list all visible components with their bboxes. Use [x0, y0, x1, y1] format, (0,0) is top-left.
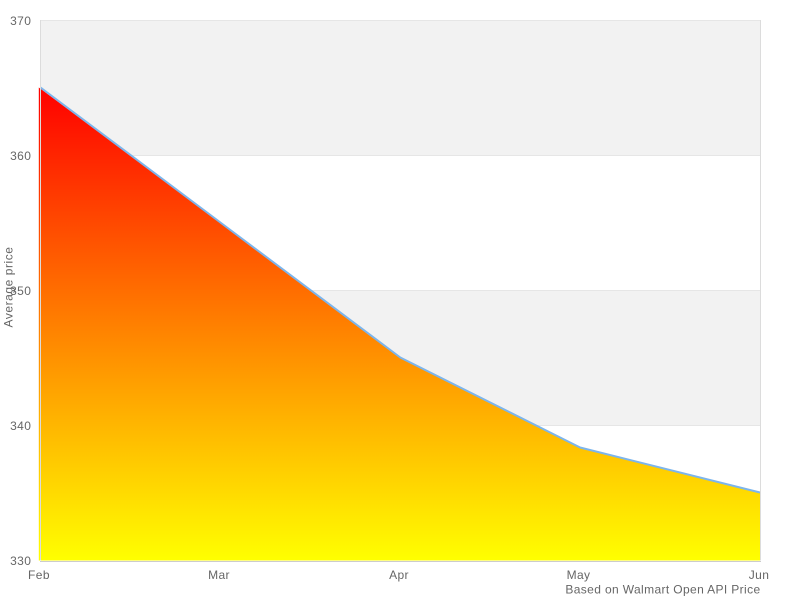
- svg-text:340: 340: [10, 419, 31, 433]
- svg-text:Feb: Feb: [28, 568, 50, 582]
- svg-text:370: 370: [10, 14, 31, 28]
- svg-text:350: 350: [10, 284, 31, 298]
- svg-text:Jun: Jun: [749, 568, 770, 582]
- svg-text:Average price: Average price: [2, 247, 16, 328]
- svg-text:Apr: Apr: [389, 568, 409, 582]
- svg-text:Based on Walmart Open API Pric: Based on Walmart Open API Price: [565, 583, 760, 597]
- svg-text:330: 330: [10, 554, 31, 568]
- svg-text:Mar: Mar: [208, 568, 230, 582]
- svg-text:May: May: [567, 568, 591, 582]
- svg-text:360: 360: [10, 149, 31, 163]
